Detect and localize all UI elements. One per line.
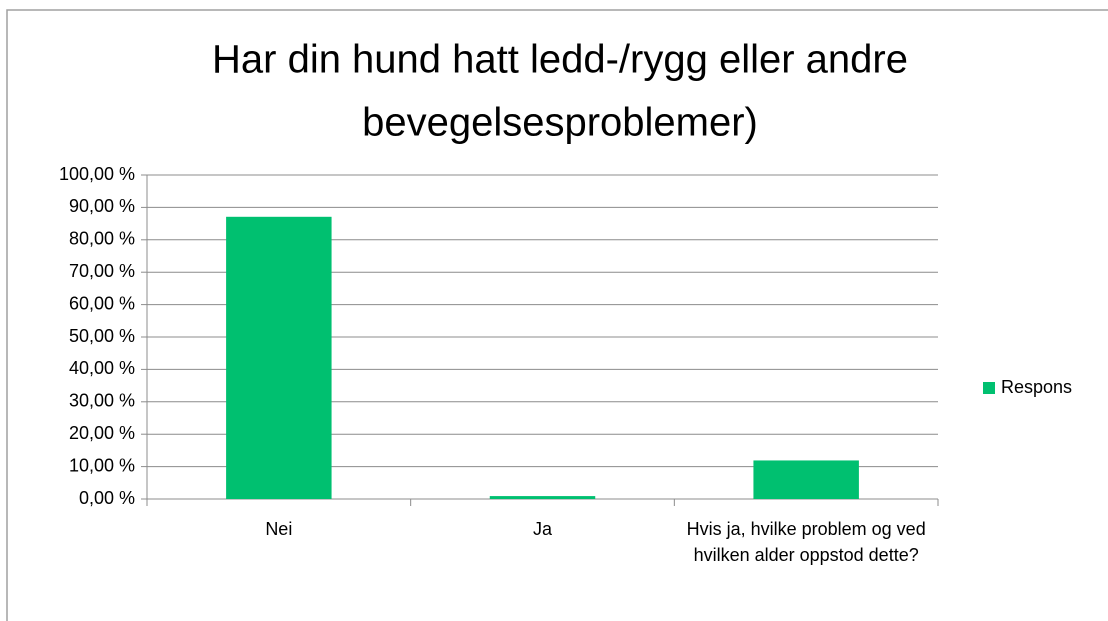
y-tick-label: 90,00 % [69, 196, 135, 216]
y-tick-label: 30,00 % [69, 391, 135, 411]
x-tick-label: Nei [265, 519, 293, 539]
y-tick-label: 40,00 % [69, 358, 135, 378]
x-tick-label: Hvis ja, hvilke problem og ved hvilken a… [686, 519, 926, 565]
y-tick-label: 20,00 % [69, 423, 135, 443]
y-tick-label: 0,00 % [79, 488, 135, 508]
y-tick-label: 50,00 % [69, 326, 135, 346]
chart-frame [6, 9, 1108, 621]
bar [226, 216, 332, 499]
y-tick-label: 70,00 % [69, 261, 135, 281]
y-tick-label: 80,00 % [69, 229, 135, 249]
x-tick-label: Ja [532, 519, 552, 539]
chart-title: bevegelsesproblemer) [362, 101, 758, 145]
legend-label: Respons [1001, 377, 1072, 397]
bar [489, 496, 596, 499]
chart-title: Har din hund hatt ledd-/rygg eller andre [212, 38, 908, 82]
bar [753, 460, 859, 499]
legend-swatch [983, 382, 995, 394]
y-tick-label: 60,00 % [69, 293, 135, 313]
y-tick-label: 100,00 % [59, 164, 135, 184]
y-tick-label: 10,00 % [69, 455, 135, 475]
